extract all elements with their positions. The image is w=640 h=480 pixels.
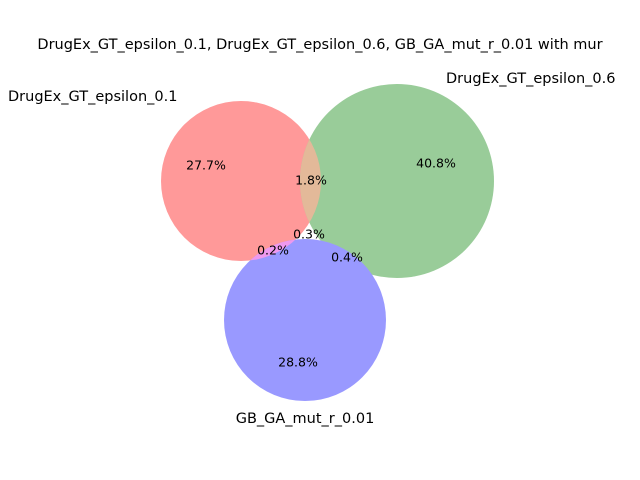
set-circle-drugex-gt-epsilon-0-1 bbox=[161, 101, 321, 261]
region-label-2-3: 1.8% bbox=[295, 173, 327, 188]
region-label-1-1: 40.8% bbox=[416, 156, 456, 171]
region-label-2-5: 0.4% bbox=[331, 250, 363, 265]
region-label-1-2: 28.8% bbox=[278, 355, 318, 370]
set-circle-gb-ga-mut-r-0-01 bbox=[224, 239, 386, 401]
chart-title: DrugEx_GT_epsilon_0.1, DrugEx_GT_epsilon… bbox=[37, 37, 602, 53]
region-label-2-4: 0.2% bbox=[257, 243, 289, 258]
region-label-3-6: 0.3% bbox=[293, 227, 325, 242]
set-label-drugex-gt-epsilon-0-6: DrugEx_GT_epsilon_0.6 bbox=[446, 71, 615, 87]
region-labels: 27.7% 40.8% 28.8% 1.8% 0.2% 0.4% 0.3% bbox=[186, 156, 456, 370]
venn-circles bbox=[161, 84, 494, 401]
set-circle-drugex-gt-epsilon-0-6 bbox=[300, 84, 494, 278]
region-label-1-0: 27.7% bbox=[186, 158, 226, 173]
set-label-drugex-gt-epsilon-0-1: DrugEx_GT_epsilon_0.1 bbox=[8, 89, 177, 105]
set-label-gb-ga-mut-r-0-01: GB_GA_mut_r_0.01 bbox=[236, 411, 375, 427]
